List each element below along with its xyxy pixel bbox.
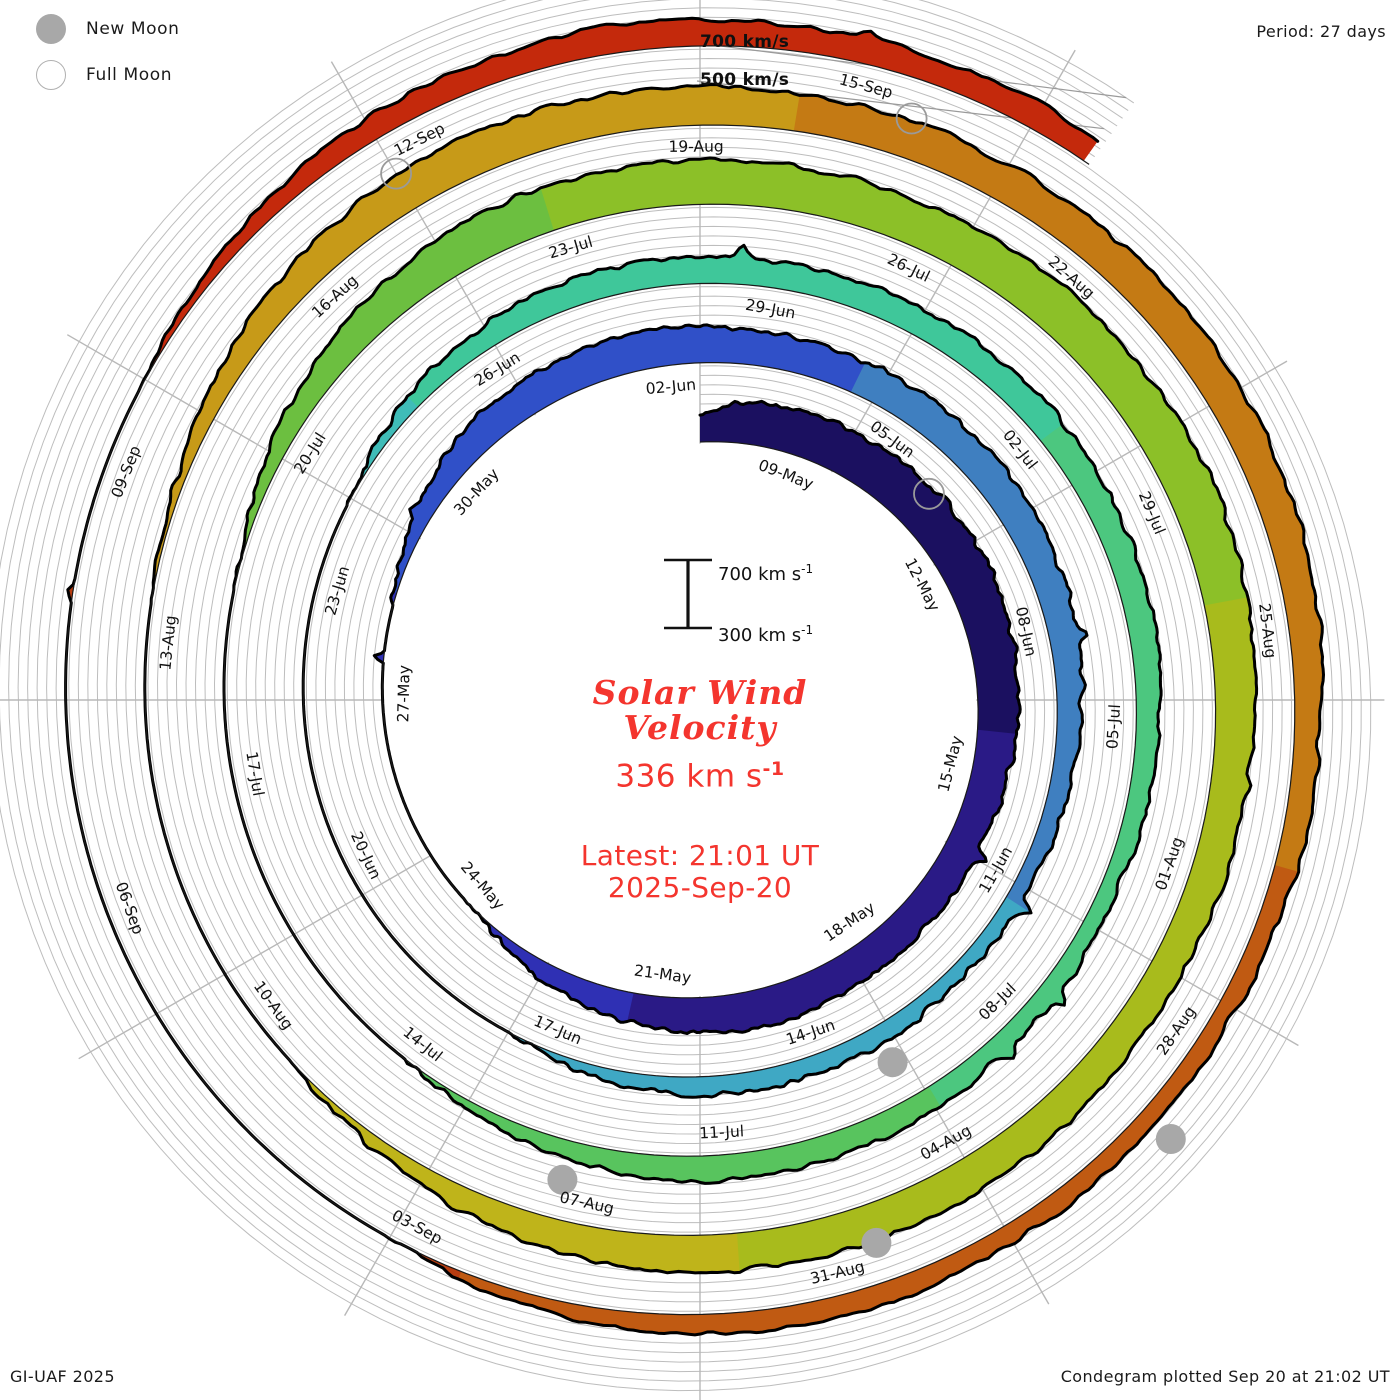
radial-spoke-240 xyxy=(78,853,433,1060)
date-label: 02-Jun xyxy=(645,376,697,399)
full-moon-marker xyxy=(380,157,413,190)
radial-spoke-120 xyxy=(944,840,1299,1047)
date-label: 24-May xyxy=(457,858,508,913)
radial-spoke-300 xyxy=(66,334,422,540)
radial-spoke-210 xyxy=(343,961,550,1316)
legend-label-new-moon: New Moon xyxy=(86,19,180,39)
spiral-bands xyxy=(64,16,1325,1337)
date-label: 05-Jul xyxy=(1103,704,1124,750)
date-label: 14-Jun xyxy=(784,1016,838,1049)
spiral-segment-2 xyxy=(374,588,634,1023)
full-moon-marker xyxy=(913,477,945,510)
spiral-segment-7 xyxy=(407,245,1065,444)
date-label: 19-Aug xyxy=(668,138,723,156)
spiral-segment-4 xyxy=(850,362,1087,914)
new-moon-icon xyxy=(36,14,66,44)
legend-item-new-moon: New Moon xyxy=(22,6,282,52)
date-label: 13-Aug xyxy=(156,614,180,671)
date-label: 10-Aug xyxy=(250,978,297,1033)
period-note: Period: 27 days xyxy=(1256,22,1386,41)
date-label: 09-May xyxy=(756,456,816,493)
date-label: 11-Jul xyxy=(699,1122,745,1142)
new-moon-marker xyxy=(1155,1124,1186,1154)
full-moon-icon xyxy=(36,60,66,90)
new-moon-marker xyxy=(877,1047,908,1078)
full-moon-marker xyxy=(895,102,928,135)
date-label: 01-Aug xyxy=(1152,835,1187,893)
date-label: 20-Jul xyxy=(290,430,329,478)
new-moon-marker xyxy=(547,1164,578,1195)
moon-phase-markers xyxy=(380,102,1186,1258)
date-label: 09-Sep xyxy=(108,443,145,500)
date-label: 23-Jun xyxy=(321,564,353,617)
velocity-envelope-trace xyxy=(64,16,1325,1337)
radial-spoke-330 xyxy=(330,61,537,416)
radial-axis-label-500: 500 km/s xyxy=(700,70,790,90)
date-label: 25-Aug xyxy=(1255,602,1280,659)
plot-timestamp-note: Condegram plotted Sep 20 at 21:02 UT xyxy=(1060,1367,1390,1386)
date-label: 20-Jun xyxy=(347,829,385,882)
spiral-segment-18 xyxy=(141,18,1098,387)
date-label: 21-May xyxy=(633,961,692,987)
date-label: 29-Jun xyxy=(744,296,797,323)
credit-note: GI-UAF 2025 xyxy=(10,1367,115,1386)
new-moon-marker xyxy=(861,1227,892,1258)
date-label: 17-Jul xyxy=(242,750,267,797)
spiral-segment-3 xyxy=(393,324,869,593)
date-label: 15-May xyxy=(935,734,967,794)
spiral-segment-1 xyxy=(623,729,1017,1034)
spiral-segment-0 xyxy=(700,401,1021,737)
spiral-segment-11 xyxy=(540,158,1250,611)
radial-axis-label-700: 700 km/s xyxy=(700,32,790,52)
moon-phase-legend: New Moon Full Moon xyxy=(22,6,282,98)
date-label: 27-May xyxy=(394,665,413,723)
legend-label-full-moon: Full Moon xyxy=(86,65,173,85)
spiral-baseline xyxy=(64,45,1296,1316)
legend-item-full-moon: Full Moon xyxy=(22,52,282,98)
